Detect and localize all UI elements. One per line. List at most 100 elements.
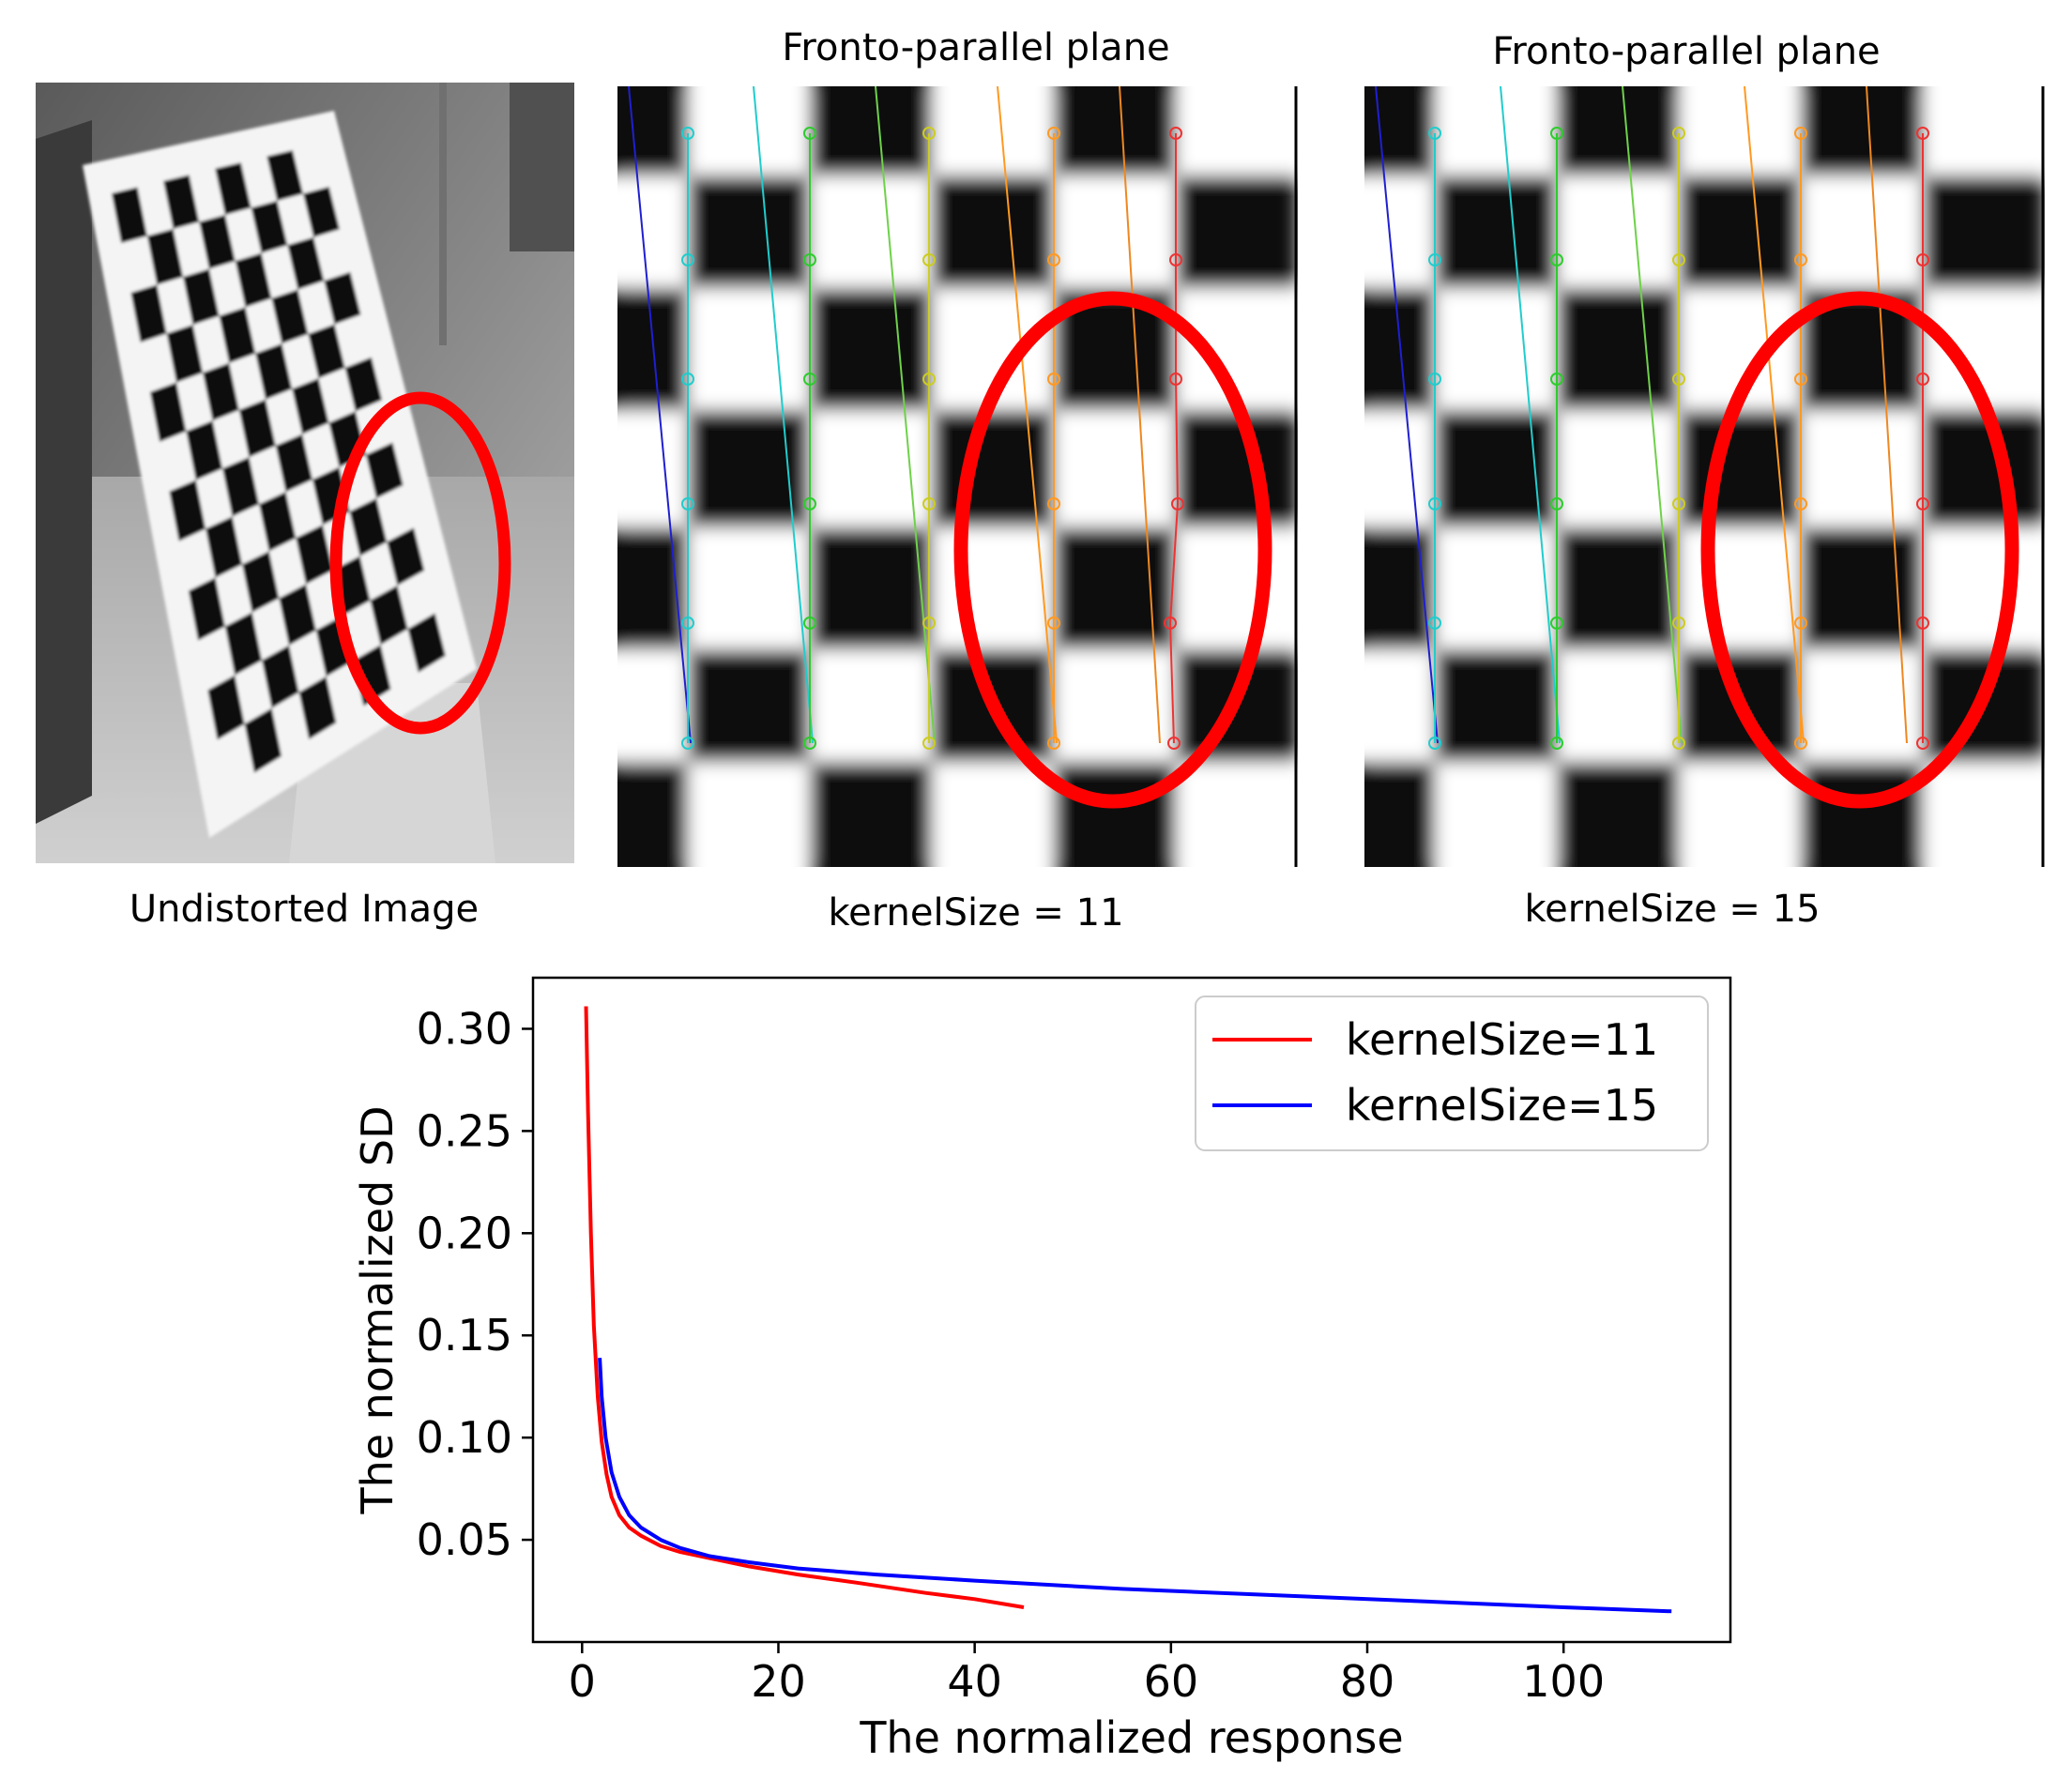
- x-tick-label: 20: [751, 1656, 806, 1707]
- checker-square: [1176, 410, 1298, 527]
- checker-square: [186, 420, 223, 480]
- corner-marker: [1550, 373, 1563, 386]
- checkerboard: [83, 111, 477, 838]
- legend-label-kernel15: kernelSize=15: [1346, 1080, 1658, 1131]
- checker-square: [1923, 410, 2045, 527]
- checker-square: [932, 410, 1054, 527]
- grid-line: [1622, 86, 1683, 744]
- x-tick-label: 80: [1340, 1656, 1395, 1707]
- corner-marker: [1672, 737, 1685, 750]
- grid-line: [1744, 86, 1805, 744]
- corner-marker: [1794, 737, 1807, 750]
- panel-caption-kernel11: kernelSize = 11: [828, 891, 1124, 935]
- corner-marker: [1047, 253, 1060, 266]
- corner-marker: [1171, 497, 1184, 510]
- corner-marker: [1428, 737, 1441, 750]
- corner-marker: [1428, 373, 1441, 386]
- checker-square: [1801, 86, 1923, 175]
- checker-square: [407, 613, 446, 673]
- checker-square: [183, 268, 220, 326]
- corner-marker: [1167, 737, 1181, 750]
- panel-caption-kernel15: kernelSize = 15: [1524, 888, 1821, 931]
- corner-marker: [1916, 737, 1929, 750]
- red-circle-highlight: [329, 391, 511, 735]
- legend-label-kernel11: kernelSize=11: [1346, 1014, 1658, 1065]
- corner-marker: [922, 253, 936, 266]
- checker-square: [1364, 527, 1435, 649]
- cabinet-shape: [36, 120, 92, 824]
- grid-line: [1375, 86, 1439, 744]
- corner-marker: [803, 616, 816, 630]
- checker-square: [810, 288, 932, 410]
- x-tick-label: 0: [569, 1656, 596, 1707]
- checker-square: [1557, 86, 1679, 175]
- corner-marker: [803, 737, 816, 750]
- checker-square: [617, 527, 688, 649]
- checker-square: [1176, 175, 1298, 288]
- panel-title-kernel11: Fronto-parallel plane: [782, 26, 1170, 69]
- corner-marker: [1794, 616, 1807, 630]
- checker-square: [324, 271, 361, 325]
- series-line-kernelsize-15: [598, 1358, 1672, 1614]
- corner-marker: [681, 616, 694, 630]
- corner-marker: [922, 373, 936, 386]
- corner-marker: [1047, 127, 1060, 140]
- grid-line: [1119, 86, 1161, 744]
- checker-square: [810, 762, 932, 867]
- checker-square: [271, 289, 309, 344]
- corner-marker: [681, 127, 694, 140]
- x-tick-label: 40: [947, 1656, 1002, 1707]
- y-tick-label: 0.05: [417, 1514, 512, 1565]
- checker-square: [365, 442, 404, 499]
- grid-line: [875, 86, 936, 744]
- corner-marker: [803, 127, 816, 140]
- checker-square: [199, 215, 236, 269]
- checker-square: [275, 433, 312, 493]
- sd-vs-response-chart: 0 20 40 60 80 100 0.05 0.10 0.15 0.20 0.25 0.30 The…: [352, 976, 1732, 1763]
- x-tick-label: 100: [1522, 1656, 1605, 1707]
- corner-marker: [1550, 737, 1563, 750]
- checker-square: [163, 175, 200, 230]
- corner-marker: [1794, 497, 1807, 510]
- checker-square: [215, 162, 251, 215]
- corner-marker: [1794, 253, 1807, 266]
- corner-marker: [803, 373, 816, 386]
- checker-square: [810, 86, 932, 175]
- checker-square: [219, 307, 256, 363]
- checker-square: [298, 677, 337, 740]
- corner-marker: [803, 497, 816, 510]
- corner-marker: [681, 253, 694, 266]
- y-tick-label: 0.20: [417, 1208, 512, 1258]
- corner-marker: [1550, 616, 1563, 630]
- grid-line: [1168, 133, 1180, 744]
- checker-square: [1679, 175, 1801, 288]
- corner-marker: [1550, 497, 1563, 510]
- checker-square: [932, 175, 1054, 288]
- checker-square: [344, 357, 383, 412]
- grid-line: [997, 86, 1058, 744]
- checker-square: [1801, 527, 1923, 649]
- checker-square: [1364, 762, 1435, 867]
- y-tick-label: 0.30: [417, 1003, 512, 1054]
- corner-marker: [1672, 253, 1685, 266]
- corner-marker: [1428, 616, 1441, 630]
- corner-marker: [681, 373, 694, 386]
- x-tick-label: 60: [1144, 1656, 1199, 1707]
- checker-square: [1435, 175, 1557, 288]
- grid-line: [753, 86, 814, 744]
- y-tick-label: 0.10: [417, 1412, 512, 1463]
- checker-square: [238, 399, 276, 458]
- corner-marker: [1550, 127, 1563, 140]
- checker-square: [287, 236, 325, 290]
- checker-square: [1557, 288, 1679, 410]
- legend-box: [1195, 996, 1709, 1151]
- corner-marker: [1047, 497, 1060, 510]
- checker-square: [169, 479, 206, 541]
- corner-marker: [922, 127, 936, 140]
- checker-square: [810, 527, 932, 649]
- y-axis-label: The normalized SD: [352, 1105, 403, 1514]
- checker-square: [1435, 649, 1557, 762]
- checker-square: [242, 551, 280, 613]
- checker-square: [1364, 86, 1435, 175]
- checker-square: [267, 150, 304, 201]
